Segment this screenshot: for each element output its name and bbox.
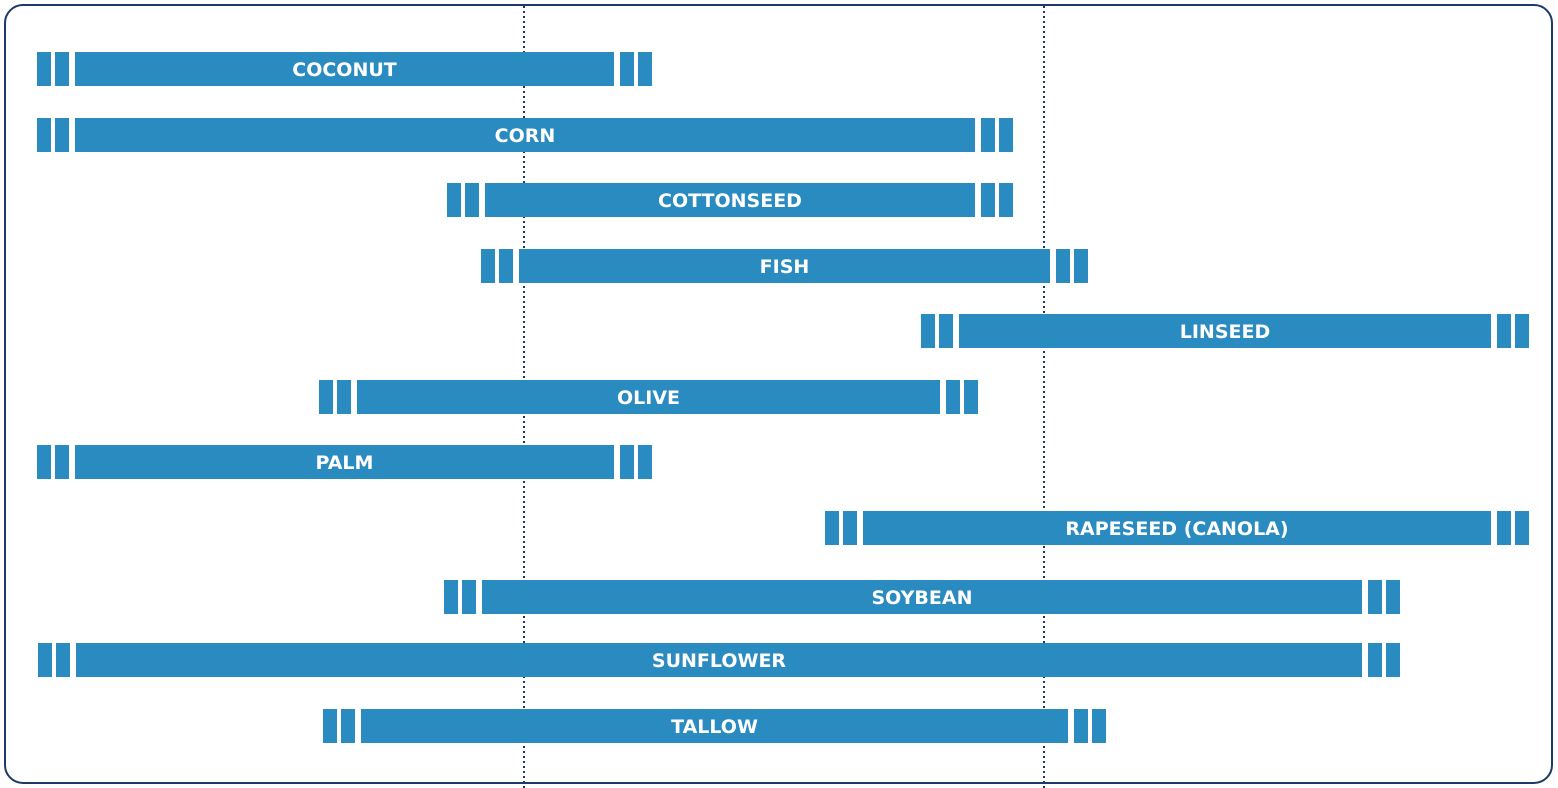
bar: [75, 52, 614, 86]
bar: [75, 118, 975, 152]
bar-cap: [37, 445, 51, 479]
bar-label: RAPESEED (CANOLA): [1065, 518, 1288, 540]
bar-cap: [444, 580, 458, 614]
bar-cap: [499, 249, 513, 283]
bar-cap: [1386, 643, 1400, 677]
bar-cap: [37, 118, 51, 152]
bar-cap: [37, 52, 51, 86]
bar-label: CORN: [495, 125, 556, 147]
bar-cap: [55, 118, 69, 152]
bar-cap: [939, 314, 953, 348]
bar-cap: [843, 511, 857, 545]
bar-label: SOYBEAN: [872, 587, 973, 609]
bar-label: SUNFLOWER: [652, 650, 787, 672]
bar-label: OLIVE: [617, 387, 680, 409]
bar-cap: [1515, 314, 1529, 348]
bar: [485, 183, 975, 217]
bar-label: TALLOW: [671, 716, 758, 738]
bar-cap: [1092, 709, 1106, 743]
bar: [519, 249, 1050, 283]
bar-cap: [1074, 249, 1088, 283]
bar-label: FISH: [760, 256, 810, 278]
bar-cap: [319, 380, 333, 414]
bar-label: PALM: [316, 452, 374, 474]
bar-cap: [620, 52, 634, 86]
bar-cap: [1368, 643, 1382, 677]
bar: [76, 643, 1362, 677]
bar-cap: [1368, 580, 1382, 614]
bar-cap: [55, 52, 69, 86]
bar-cap: [620, 445, 634, 479]
bar-cap: [1386, 580, 1400, 614]
bar-cap: [447, 183, 461, 217]
bar-cap: [999, 118, 1013, 152]
bar: [959, 314, 1491, 348]
bars: COCONUT CORN COTTONSEED FISH LINSEED OLIVE PAL…: [37, 52, 1529, 743]
bar-cap: [638, 52, 652, 86]
bar-label: LINSEED: [1180, 321, 1271, 343]
bar-label: COCONUT: [292, 59, 397, 81]
bar: [75, 445, 614, 479]
bar-label: COTTONSEED: [658, 190, 802, 212]
bar-cap: [38, 643, 52, 677]
bar: [482, 580, 1362, 614]
bar-cap: [946, 380, 960, 414]
bar: [361, 709, 1068, 743]
bar-cap: [964, 380, 978, 414]
bar-cap: [341, 709, 355, 743]
bar: [863, 511, 1491, 545]
bar-cap: [465, 183, 479, 217]
bar-cap: [981, 118, 995, 152]
bar-cap: [323, 709, 337, 743]
bar-cap: [921, 314, 935, 348]
bar: [357, 380, 940, 414]
bar-cap: [1074, 709, 1088, 743]
bar-cap: [481, 249, 495, 283]
bar-cap: [825, 511, 839, 545]
bar-cap: [981, 183, 995, 217]
bar-cap: [55, 445, 69, 479]
bar-cap: [462, 580, 476, 614]
bar-cap: [638, 445, 652, 479]
bar-cap: [1056, 249, 1070, 283]
bar-cap: [1497, 314, 1511, 348]
bar-cap: [1497, 511, 1511, 545]
bar-cap: [1515, 511, 1529, 545]
bar-cap: [337, 380, 351, 414]
bar-cap: [999, 183, 1013, 217]
bar-cap: [56, 643, 70, 677]
